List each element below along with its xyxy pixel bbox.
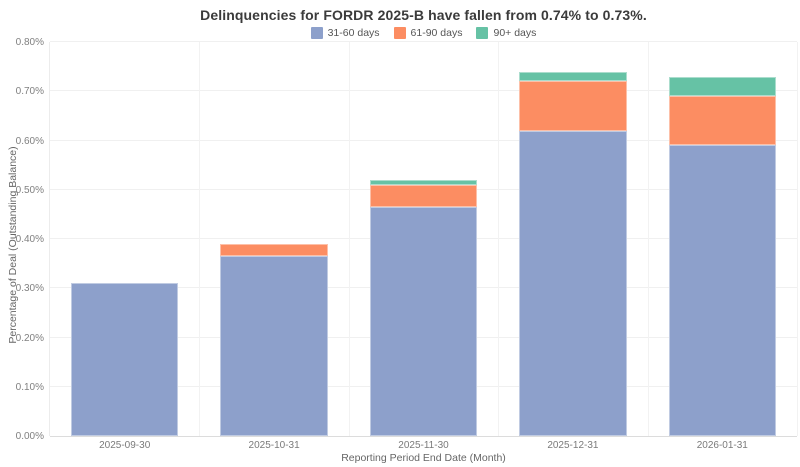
chart-title: Delinquencies for FORDR 2025-B have fall… xyxy=(200,7,647,23)
bar-segment-90-days-2026-01-31 xyxy=(668,76,777,97)
x-gridline xyxy=(647,42,649,436)
plot-area xyxy=(49,41,798,437)
x-tick-label: 2026-01-31 xyxy=(696,440,748,451)
y-tick-label: 0.60% xyxy=(15,135,44,147)
y-gridline xyxy=(50,139,797,141)
bar-segment-31-60-days-2026-01-31 xyxy=(668,145,777,436)
x-axis-title: Reporting Period End Date (Month) xyxy=(341,452,506,464)
legend-swatch-icon xyxy=(393,27,406,39)
x-gridline xyxy=(199,42,201,436)
legend-label: 31-60 days xyxy=(327,27,380,39)
x-tick-label: 2025-12-31 xyxy=(547,440,599,451)
y-tick-label: 0.50% xyxy=(15,184,44,196)
bar-segment-90-days-2025-11-30 xyxy=(369,179,478,185)
y-tick-label: 0.70% xyxy=(15,86,44,98)
bar-segment-90-days-2025-12-31 xyxy=(519,71,627,82)
legend-label: 61-90 days xyxy=(410,27,463,39)
y-tick-label: 0.40% xyxy=(15,234,44,245)
legend-item-90-days[interactable]: 90+ days xyxy=(476,27,536,39)
y-tick-label: 0.10% xyxy=(15,381,44,393)
x-tick-label: 2025-11-30 xyxy=(398,440,449,451)
y-gridline xyxy=(50,41,797,42)
legend-label: 90+ days xyxy=(493,27,537,39)
y-tick-label: 0.30% xyxy=(15,283,44,295)
bar-segment-31-60-days-2025-10-31 xyxy=(220,256,328,436)
legend-swatch-icon xyxy=(476,27,489,39)
legend: 31-60 days 61-90 days 90+ days xyxy=(50,27,797,39)
y-axis-title: Percentage of Deal (Outstanding Balance) xyxy=(7,146,19,344)
x-gridline xyxy=(797,42,798,436)
y-axis-line xyxy=(49,42,50,436)
bar-segment-61-90-days-2025-10-31 xyxy=(220,243,328,257)
bar-segment-31-60-days-2025-09-30 xyxy=(70,283,179,436)
y-tick-label: 0.80% xyxy=(15,37,44,48)
legend-item-61-90-days[interactable]: 61-90 days xyxy=(393,27,463,39)
legend-item-31-60-days[interactable]: 31-60 days xyxy=(310,27,380,39)
legend-swatch-icon xyxy=(310,27,323,39)
x-tick-label: 2025-10-31 xyxy=(248,440,300,451)
bar-segment-31-60-days-2025-12-31 xyxy=(519,130,627,436)
y-tick-label: 0.00% xyxy=(15,431,44,442)
bar-segment-31-60-days-2025-11-30 xyxy=(369,207,478,436)
bar-segment-61-90-days-2025-11-30 xyxy=(369,184,478,207)
x-gridline xyxy=(498,42,500,436)
y-tick-label: 0.20% xyxy=(15,332,44,344)
x-axis-line xyxy=(50,436,797,437)
bar-segment-61-90-days-2025-12-31 xyxy=(519,81,627,131)
bar-segment-61-90-days-2026-01-31 xyxy=(668,96,777,146)
y-gridline xyxy=(50,90,797,92)
x-gridline xyxy=(348,42,350,436)
x-tick-label: 2025-09-30 xyxy=(99,440,151,451)
